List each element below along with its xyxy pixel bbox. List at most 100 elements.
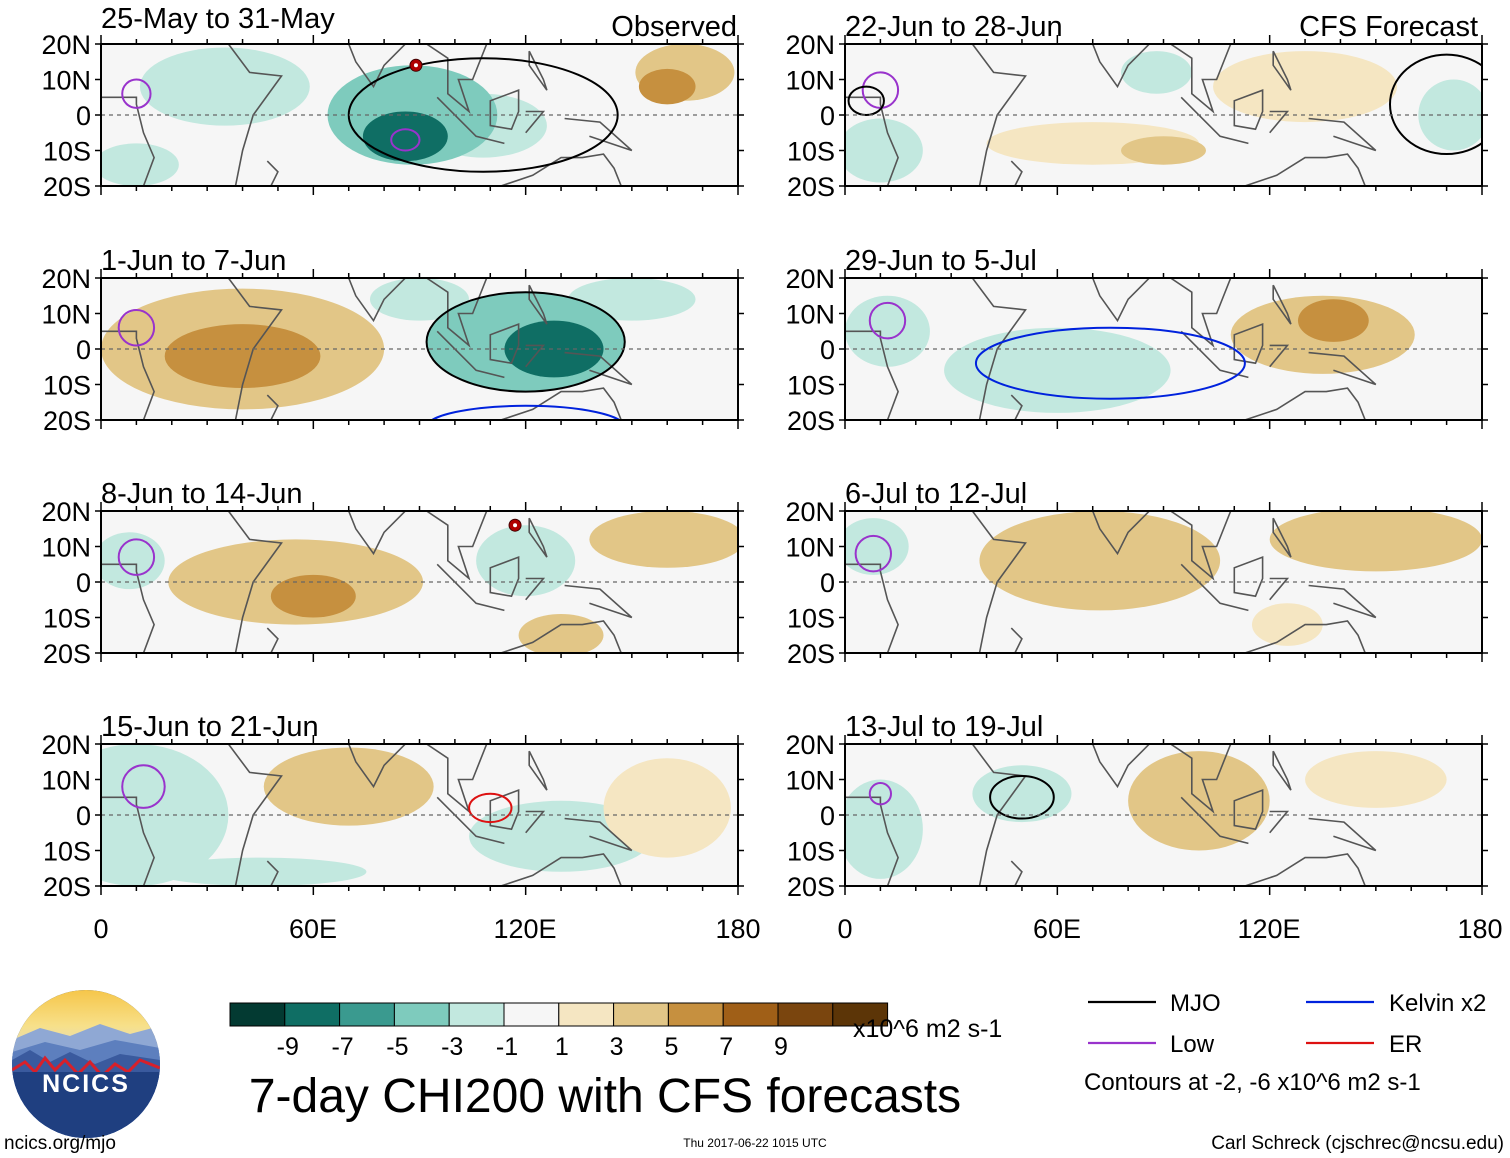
- colorbar-tick-label: -3: [441, 1033, 463, 1061]
- map-area: 20N 10N 0 10S 20S: [785, 497, 1488, 669]
- storm-marker: [409, 58, 423, 72]
- legend-label-mjo: MJO: [1170, 990, 1221, 1017]
- coastline: [971, 744, 1027, 886]
- coastline: [1010, 627, 1023, 653]
- coastline: [299, 44, 407, 89]
- coastline: [1272, 750, 1292, 791]
- anomaly-positive: [1121, 136, 1206, 165]
- coastlines: [845, 44, 1377, 186]
- y-tick-label: 10S: [43, 137, 91, 167]
- coastline: [101, 96, 155, 186]
- y-tick-label: 20S: [43, 172, 91, 202]
- legend: MJO Kelvin x2 Low ER Contours at -2, -6 …: [1084, 990, 1486, 1096]
- x-tick-label: 60E: [1033, 914, 1081, 944]
- colorbar-swatch: [284, 1002, 341, 1027]
- coastline: [266, 627, 279, 653]
- panel-forecast-week-4: 13-Jul to 19-Jul 20N 10N 0 10S 20S: [785, 711, 1488, 902]
- y-tick-label: 10N: [41, 300, 91, 330]
- coastline: [436, 96, 505, 145]
- coastline: [1170, 44, 1232, 114]
- map-layers: [101, 278, 696, 420]
- coastline: [426, 44, 488, 114]
- coastline: [1244, 853, 1366, 886]
- y-tick-label: 0: [820, 335, 835, 365]
- anomaly-negative: [476, 525, 576, 597]
- coastline: [1233, 555, 1264, 598]
- map-layers: [101, 44, 735, 186]
- panel-observed-week-2: 1-Jun to 7-Jun 20N 10N 0 10S 20S: [41, 245, 744, 436]
- coastline: [1043, 44, 1151, 89]
- y-tick-label: 20N: [41, 264, 91, 294]
- coastline: [1308, 351, 1377, 386]
- y-tick-label: 20S: [43, 639, 91, 669]
- coastline: [1233, 89, 1264, 131]
- colorbar-swatch: [667, 1002, 724, 1027]
- panel-forecast-week-1: 22-Jun to 28-Jun 20N 10N 0 10S 20S: [785, 11, 1488, 202]
- coastlines: [845, 278, 1377, 420]
- contour-mjo: [989, 774, 1055, 820]
- anomaly-negative: [972, 765, 1072, 823]
- y-tick-label: 20N: [41, 730, 91, 760]
- anomaly-negative: [154, 857, 367, 886]
- coastline: [525, 810, 546, 834]
- colorbar-swatch: [393, 1002, 450, 1027]
- coastlines: [101, 278, 633, 420]
- coastline: [1170, 744, 1232, 814]
- x-tick-label: 120E: [493, 914, 556, 944]
- y-tick-label: 10S: [43, 604, 91, 634]
- colorbar-swatch: [339, 1002, 395, 1027]
- coastline: [971, 511, 1027, 653]
- coastline: [1308, 584, 1377, 619]
- y-tick-label: 10N: [785, 766, 835, 796]
- contour-mjo: [1389, 53, 1482, 156]
- x-tick-label: 0: [93, 914, 108, 944]
- anomaly-negative: [101, 532, 165, 590]
- coastlines: [845, 744, 1377, 886]
- footer-credit: Carl Schreck (cjschrec@ncsu.edu): [1211, 1133, 1504, 1154]
- x-axis-left: 0 60E 120E 180: [93, 914, 760, 944]
- panel-title: 22-Jun to 28-Jun: [845, 11, 1063, 43]
- coastline: [299, 744, 407, 789]
- anomaly-positive: [1213, 51, 1398, 123]
- y-tick-label: 20S: [787, 172, 835, 202]
- coastline: [1272, 517, 1292, 558]
- map-area: 20N 10N 0 10S 20S: [785, 30, 1488, 202]
- colorbar: -9 -7 -5 -3 -1 1 3 5 7 9: [229, 1002, 889, 1061]
- logo-text: NCICS: [42, 1070, 130, 1098]
- coastline: [1244, 620, 1366, 653]
- colorbar-swatch: [448, 1002, 505, 1027]
- y-tick-label: 0: [76, 568, 91, 598]
- contour-kelvin: [430, 404, 621, 420]
- map-area: 20N 10N 0 10S 20S: [41, 497, 744, 669]
- contour-kelvin: [974, 326, 1246, 400]
- panel-forecast-week-2: 29-Jun to 5-Jul 20N 10N 0 10S 20S: [785, 245, 1488, 436]
- coastline: [227, 44, 283, 186]
- contour-low: [390, 128, 421, 152]
- contour-note: Contours at -2, -6 x10^6 m2 s-1: [1084, 1069, 1421, 1096]
- map-layers: [845, 511, 1482, 653]
- y-tick-label: 20S: [787, 639, 835, 669]
- coastline: [266, 160, 279, 186]
- contour-low: [868, 782, 893, 806]
- map-layers: [101, 744, 731, 886]
- anomaly-negative: [101, 143, 179, 186]
- coastline: [1269, 577, 1290, 601]
- y-tick-label: 20N: [785, 264, 835, 294]
- panel-title: 29-Jun to 5-Jul: [845, 245, 1037, 277]
- y-tick-label: 10N: [785, 66, 835, 96]
- colorbar-tick-label: -9: [277, 1033, 299, 1061]
- legend-label-kelvin: Kelvin x2: [1389, 990, 1486, 1017]
- contour-low: [117, 308, 156, 347]
- panel-title: 8-Jun to 14-Jun: [101, 478, 303, 510]
- y-tick-label: 10N: [41, 766, 91, 796]
- anomaly-negative: [139, 47, 310, 126]
- anomaly-positive: [603, 758, 731, 858]
- colorbar-tick-label: 1: [555, 1033, 569, 1061]
- coastline: [1180, 563, 1249, 612]
- y-tick-label: 10S: [787, 371, 835, 401]
- coastlines: [845, 511, 1377, 653]
- colorbar-tick-label: -1: [496, 1033, 518, 1061]
- contour-mjo: [425, 291, 626, 393]
- anomaly-negative: [845, 118, 923, 183]
- coastline: [564, 351, 633, 386]
